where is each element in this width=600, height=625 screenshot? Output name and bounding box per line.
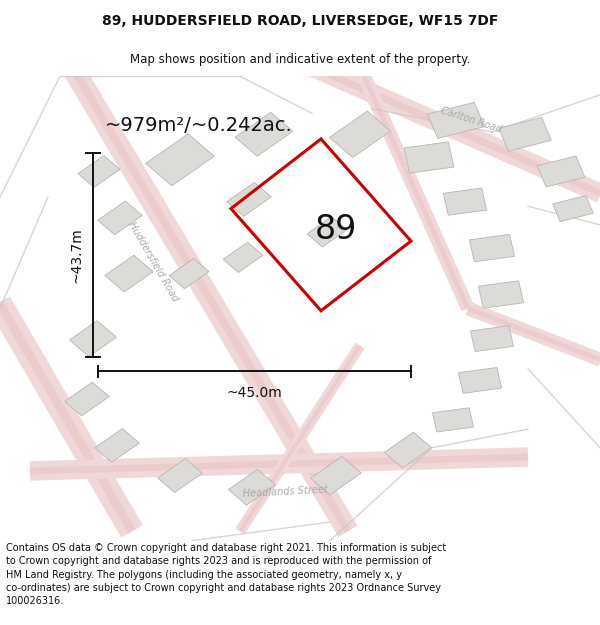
- Text: 89: 89: [315, 213, 357, 246]
- Text: Contains OS data © Crown copyright and database right 2021. This information is : Contains OS data © Crown copyright and d…: [6, 543, 446, 606]
- Polygon shape: [428, 102, 484, 138]
- Polygon shape: [433, 408, 473, 432]
- Text: ~45.0m: ~45.0m: [227, 386, 282, 401]
- Polygon shape: [458, 368, 502, 393]
- Polygon shape: [70, 321, 116, 356]
- Polygon shape: [169, 259, 209, 289]
- Polygon shape: [235, 112, 293, 156]
- Text: Huddersfield Road: Huddersfield Road: [126, 221, 180, 304]
- Polygon shape: [78, 156, 120, 188]
- Polygon shape: [229, 469, 275, 505]
- Text: Carlton Road: Carlton Road: [439, 106, 503, 135]
- Polygon shape: [95, 429, 139, 462]
- Polygon shape: [227, 182, 271, 216]
- Polygon shape: [65, 382, 109, 416]
- Polygon shape: [98, 201, 142, 235]
- Polygon shape: [499, 118, 551, 151]
- Polygon shape: [470, 326, 514, 351]
- Polygon shape: [307, 217, 347, 247]
- Text: 89, HUDDERSFIELD ROAD, LIVERSEDGE, WF15 7DF: 89, HUDDERSFIELD ROAD, LIVERSEDGE, WF15 …: [102, 14, 498, 28]
- Polygon shape: [537, 156, 585, 187]
- Text: ~979m²/~0.242ac.: ~979m²/~0.242ac.: [105, 116, 293, 134]
- Polygon shape: [329, 111, 391, 158]
- Text: ~43.7m: ~43.7m: [69, 227, 83, 283]
- Polygon shape: [553, 196, 593, 222]
- Polygon shape: [223, 242, 263, 272]
- Polygon shape: [146, 134, 214, 186]
- Polygon shape: [469, 234, 515, 262]
- Polygon shape: [105, 255, 153, 292]
- Polygon shape: [404, 142, 454, 173]
- Polygon shape: [158, 459, 202, 492]
- Polygon shape: [311, 456, 361, 495]
- Polygon shape: [385, 432, 431, 468]
- Text: Headlands Street: Headlands Street: [242, 484, 328, 499]
- Text: Map shows position and indicative extent of the property.: Map shows position and indicative extent…: [130, 53, 470, 66]
- Polygon shape: [443, 188, 487, 215]
- Polygon shape: [478, 281, 524, 308]
